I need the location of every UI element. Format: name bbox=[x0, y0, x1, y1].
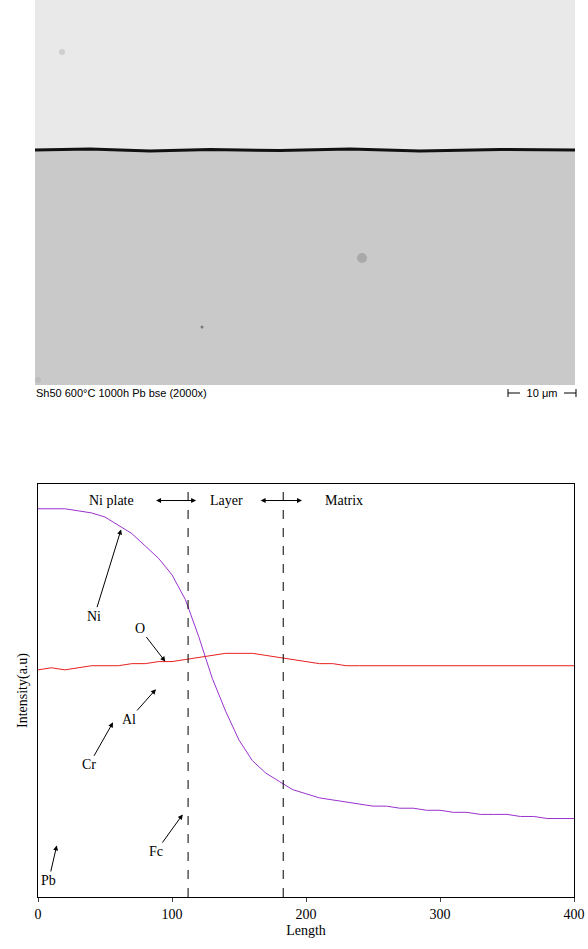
svg-text:Length: Length bbox=[286, 923, 326, 938]
svg-text:400: 400 bbox=[564, 907, 585, 922]
svg-text:O: O bbox=[135, 621, 145, 636]
svg-text:Cr: Cr bbox=[82, 757, 96, 772]
svg-text:Ni: Ni bbox=[87, 609, 101, 624]
svg-text:10 μm: 10 μm bbox=[527, 387, 558, 399]
svg-text:Matrix: Matrix bbox=[325, 493, 363, 508]
svg-text:Al: Al bbox=[122, 712, 136, 727]
svg-text:Ni plate: Ni plate bbox=[89, 493, 134, 508]
svg-text:Fc: Fc bbox=[149, 844, 163, 859]
svg-text:300: 300 bbox=[430, 907, 451, 922]
svg-text:Intensity(a.u): Intensity(a.u) bbox=[15, 653, 31, 728]
svg-text:Sh50 600°C 1000h Pb bse (2000x: Sh50 600°C 1000h Pb bse (2000x) bbox=[36, 387, 207, 399]
svg-text:200: 200 bbox=[296, 907, 317, 922]
svg-text:100: 100 bbox=[162, 907, 183, 922]
svg-text:0: 0 bbox=[35, 907, 42, 922]
svg-text:Layer: Layer bbox=[210, 493, 243, 508]
svg-text:Pb: Pb bbox=[41, 873, 56, 888]
